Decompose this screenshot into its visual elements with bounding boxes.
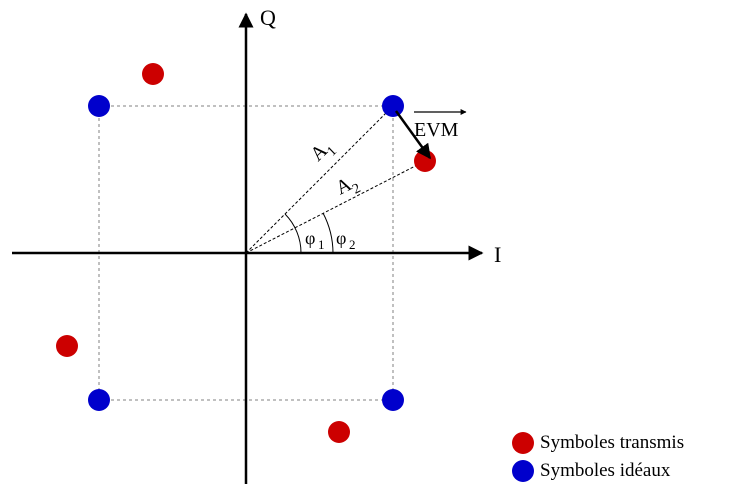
transmitted-symbol-bottom-left (56, 335, 78, 357)
label-a2: A 2 (332, 173, 363, 199)
evm-label-text: EVM (414, 119, 459, 141)
legend: Symboles transmis Symboles idéaux (512, 429, 734, 485)
ideal-dot-icon (512, 460, 534, 482)
vector-a2 (245, 160, 426, 254)
legend-label-transmitted: Symboles transmis (540, 432, 685, 453)
ideal-symbol-bottom-right (382, 389, 404, 411)
legend-label-ideal: Symboles idéaux (540, 460, 671, 481)
transmitted-symbols (56, 63, 436, 443)
label-phi2-sub: 2 (349, 237, 356, 252)
label-phi1-sub: 1 (318, 237, 325, 252)
vector-a1 (245, 105, 394, 254)
ideal-symbols (88, 95, 404, 411)
ideal-symbol-bottom-left (88, 389, 110, 411)
legend-item-transmitted: Symboles transmis (512, 429, 734, 457)
ideal-symbol-top-left (88, 95, 110, 117)
i-axis-label: I (494, 242, 501, 267)
angle-arc-phi2 (322, 212, 334, 254)
angle-arc-phi1 (284, 213, 302, 254)
label-phi1: φ (305, 228, 315, 248)
label-a2-sub: 2 (350, 181, 363, 198)
legend-item-ideal: Symboles idéaux (512, 457, 734, 485)
transmitted-symbol-top-right (414, 150, 436, 172)
transmitted-dot-icon (512, 432, 534, 454)
q-axis-label: Q (260, 5, 276, 30)
transmitted-symbol-bottom-right (328, 421, 350, 443)
evm-label: EVM (414, 109, 467, 141)
label-phi2: φ (336, 228, 346, 248)
evm-vector (394, 110, 432, 160)
transmitted-symbol-top-left (142, 63, 164, 85)
ideal-symbol-top-right (382, 95, 404, 117)
